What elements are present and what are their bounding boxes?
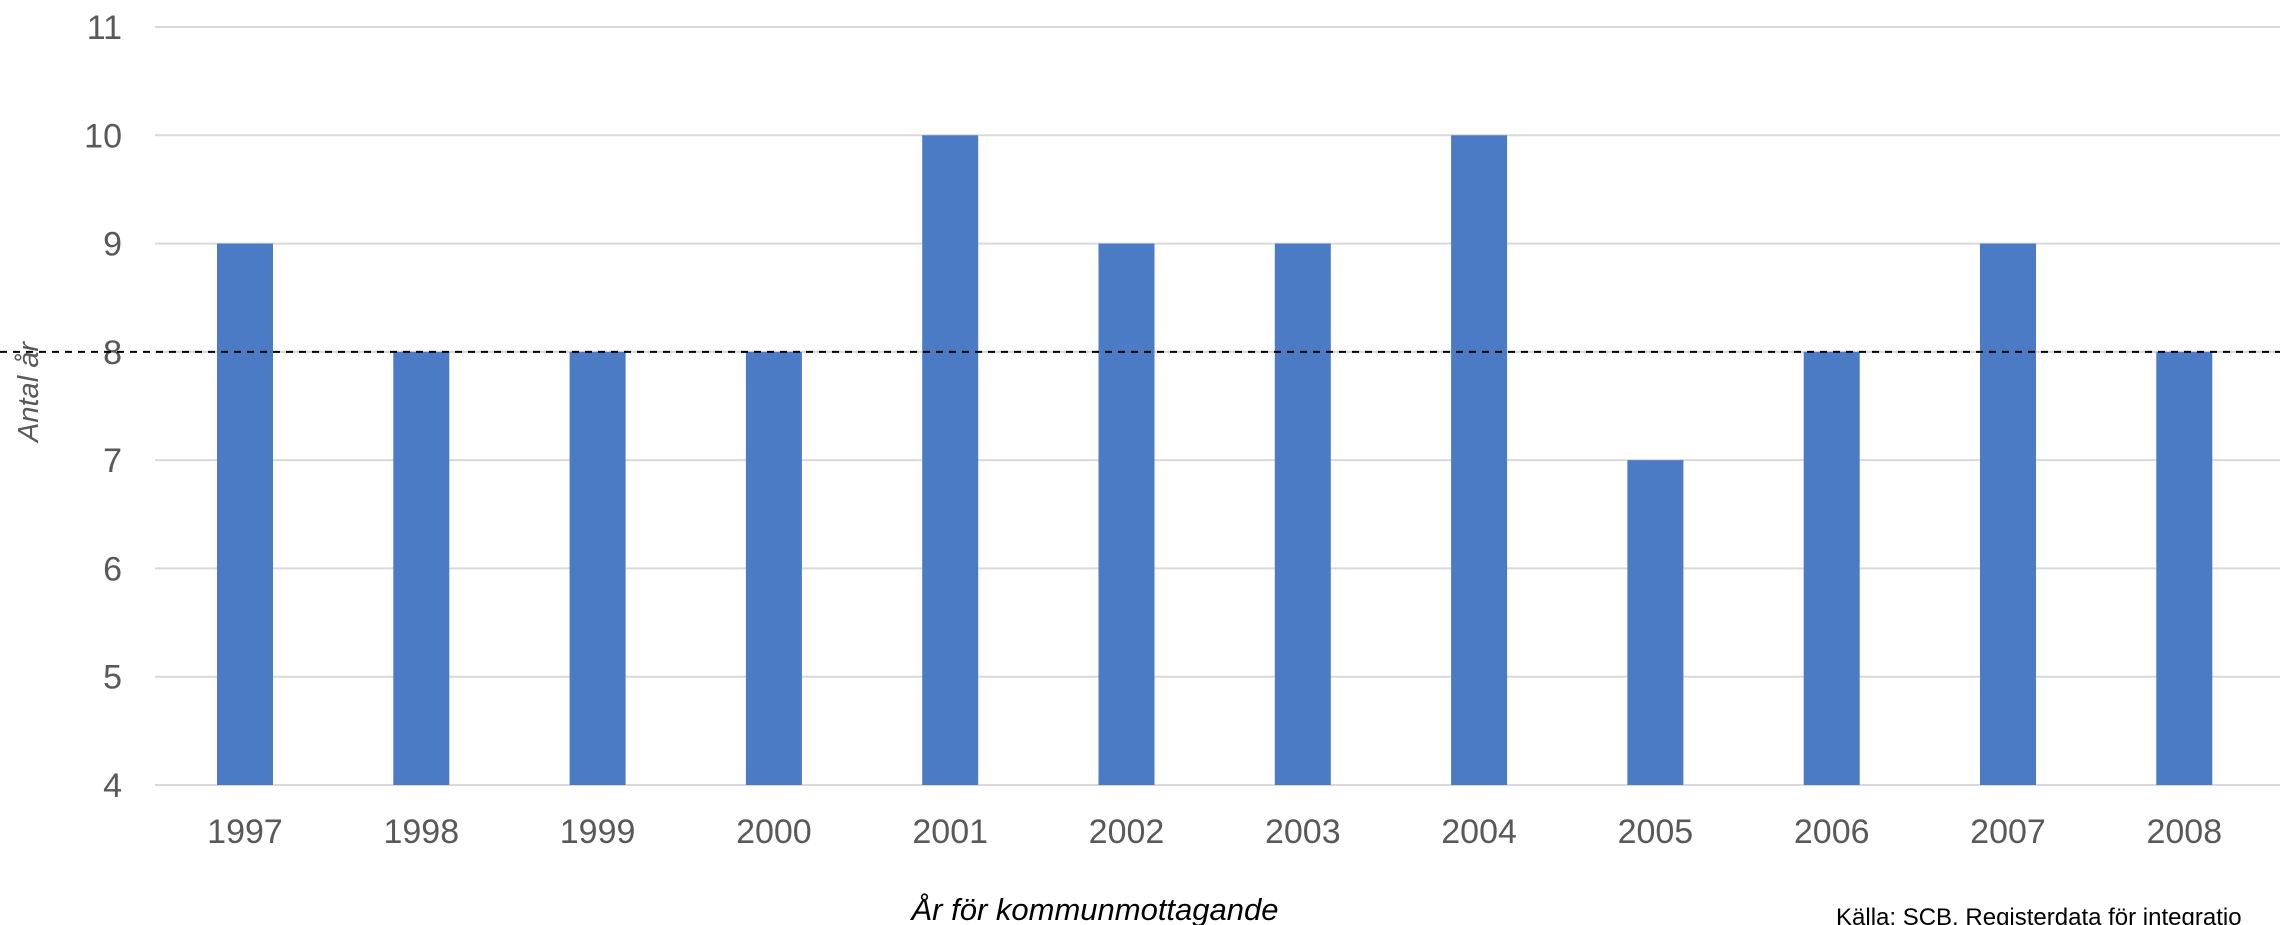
bar-1997 (217, 243, 273, 786)
x-tick-label: 2003 (1265, 813, 1341, 851)
bar-2005 (1627, 460, 1684, 785)
x-tick-label: 1997 (207, 813, 283, 851)
x-tick-label: 1999 (560, 813, 636, 851)
x-tick-label: 2001 (912, 813, 988, 851)
y-tick-label: 10 (84, 117, 122, 155)
y-tick-label: 7 (103, 442, 122, 480)
x-tick-label: 1998 (383, 813, 459, 851)
bars (217, 135, 2213, 786)
x-tick-label: 2008 (2146, 813, 2222, 851)
y-tick-label: 4 (103, 767, 122, 805)
bar-2007 (1980, 243, 2036, 786)
x-tick-label: 2005 (1618, 813, 1694, 851)
bar-2001 (922, 135, 979, 786)
y-tick-label: 8 (103, 334, 122, 372)
y-tick-label: 6 (103, 550, 122, 588)
bar-1998 (393, 351, 450, 785)
y-axis-label: Antal år (13, 341, 45, 444)
bar-2002 (1098, 243, 1155, 786)
gridlines (155, 26, 2280, 786)
bar-1999 (569, 351, 626, 785)
x-tick-label: 2006 (1794, 813, 1870, 851)
x-axis-label: År för kommunmottagande (909, 892, 1278, 925)
bar-2004 (1451, 135, 1508, 786)
x-tick-label: 2002 (1089, 813, 1165, 851)
y-axis-ticks: 4 5 6 7 8 9 10 11 (84, 9, 122, 805)
source-note: Källa: SCB, Registerdata för integratio (1836, 904, 2242, 925)
x-tick-label: 2004 (1441, 813, 1517, 851)
y-tick-label: 9 (103, 226, 122, 264)
x-axis-ticks: 1997 1998 1999 2000 2001 2002 2003 2004 2005 2006… (207, 813, 2222, 851)
x-tick-label: 2000 (736, 813, 812, 851)
bar-2000 (745, 351, 802, 785)
bar-2006 (1803, 351, 1860, 785)
bar-2008 (2156, 351, 2213, 785)
x-tick-label: 2007 (1970, 813, 2046, 851)
y-tick-label: 11 (87, 9, 122, 47)
y-tick-label: 5 (103, 659, 122, 697)
bar-2003 (1274, 243, 1331, 786)
